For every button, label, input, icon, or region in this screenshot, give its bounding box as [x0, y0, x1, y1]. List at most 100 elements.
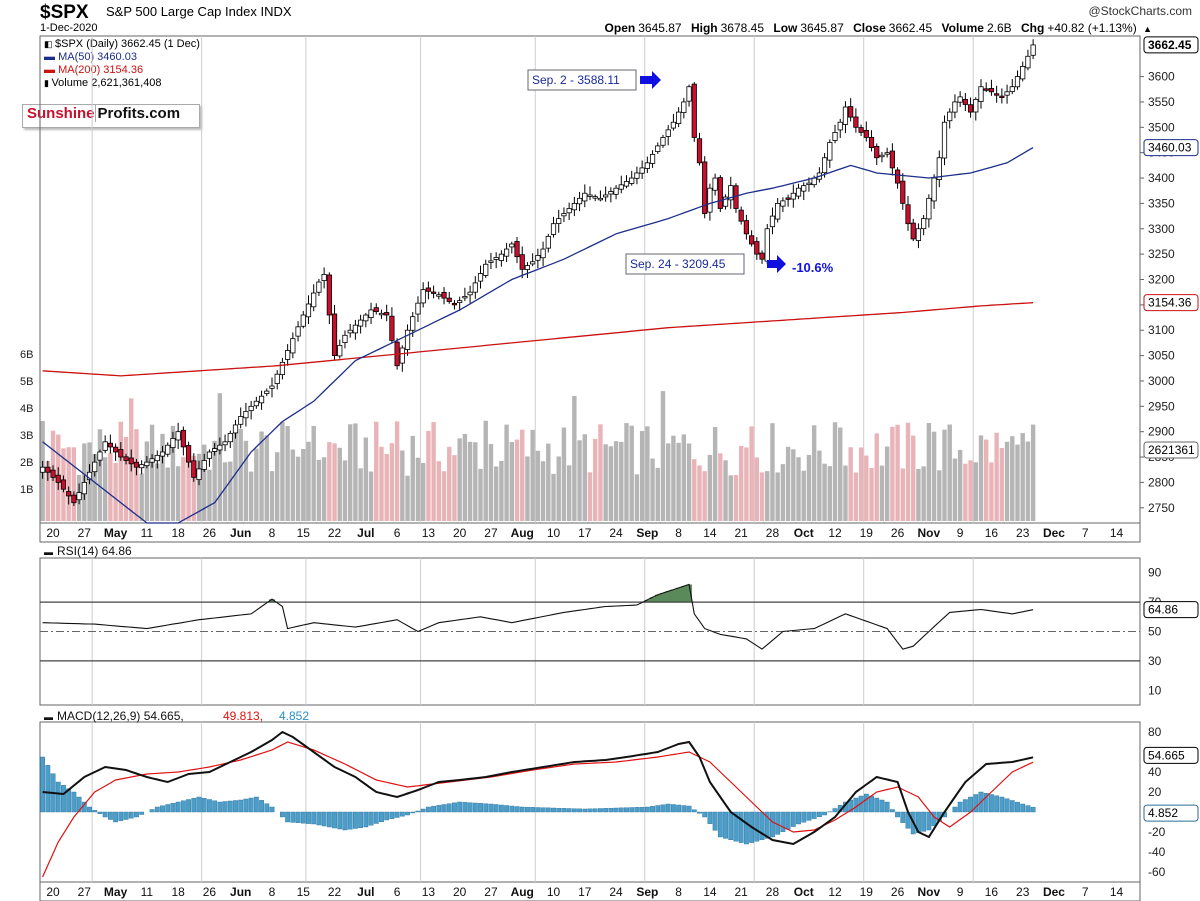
volume-bar — [1004, 441, 1010, 521]
candle — [227, 432, 233, 443]
ma200-tag-box — [1143, 294, 1199, 312]
date-tick-label: 13 — [422, 526, 436, 540]
candle — [848, 106, 854, 118]
candle — [279, 361, 286, 376]
candle — [50, 469, 56, 478]
macd-hist-bar — [1025, 805, 1031, 813]
volume-bar — [254, 448, 259, 521]
close-label: Close — [853, 21, 886, 35]
close-tag-box — [1143, 36, 1199, 54]
rsi-tag-text: 64.86 — [1148, 603, 1178, 617]
macd-hist-bar — [822, 811, 827, 816]
date-tick-label: Dec — [1043, 526, 1065, 540]
volume-bar — [478, 468, 483, 521]
macd-hist-bar — [290, 811, 296, 823]
volume-axis-label: 3B — [20, 430, 33, 442]
volume-bar — [431, 422, 436, 521]
candle — [457, 300, 463, 304]
macd-hist-bar — [118, 811, 124, 821]
volume-bar — [207, 469, 212, 521]
volume-bar — [499, 461, 504, 521]
volume-bar — [634, 474, 640, 521]
volume-bar — [879, 465, 885, 521]
date-tick-label: 6 — [394, 885, 401, 899]
macd-hist-bar — [446, 803, 452, 813]
date-tick-label: Jun — [230, 885, 251, 899]
macd-hist-bar — [592, 808, 598, 813]
macd-hist-bar — [405, 811, 410, 816]
macd-hist-bar — [921, 811, 927, 832]
macd-signal-line — [42, 741, 1034, 878]
volume-bar — [170, 425, 176, 521]
ma200-swatch-icon: ▬ — [44, 64, 59, 76]
ma50-swatch-icon: ▬ — [44, 51, 59, 63]
macd-tick-label: 20 — [1148, 785, 1162, 799]
candle — [983, 88, 989, 91]
macd-hist-bar — [196, 796, 202, 813]
macd-signal-value: 49.813, — [223, 709, 263, 723]
macd-hist-bar — [123, 811, 129, 820]
annotation-sep24-box — [625, 253, 745, 275]
macd-hist-bar — [436, 805, 442, 813]
candle — [295, 326, 301, 337]
volume-bar — [353, 423, 358, 521]
price-tick-label: 3500 — [1148, 120, 1175, 134]
macd-hist-bar — [389, 811, 395, 819]
candle — [967, 104, 974, 113]
volume-bar — [467, 441, 473, 521]
volume-bar — [222, 462, 228, 521]
candle — [102, 441, 108, 451]
volume-bar — [379, 446, 384, 521]
candle — [717, 177, 723, 209]
candle — [321, 274, 327, 281]
macd-hist-bar — [994, 795, 1000, 813]
rsi-title: RSI(14) 64.86 — [57, 544, 132, 558]
volume-bar — [582, 434, 587, 521]
legend-ma50-text: MA(50) 3460.03 — [58, 51, 137, 63]
macd-hist-bar — [134, 811, 139, 818]
candle — [60, 479, 67, 490]
macd-hist-bar — [811, 811, 817, 819]
candle — [801, 185, 807, 192]
volume-bar — [306, 441, 311, 521]
macd-hist-bar — [160, 805, 165, 813]
macd-hist-bar — [1020, 803, 1026, 813]
volume-bar — [71, 447, 77, 521]
candle — [326, 274, 332, 316]
volume-bar — [811, 425, 817, 521]
volume-bar — [931, 431, 937, 521]
macd-hist-bar — [248, 797, 254, 813]
candle — [503, 248, 510, 257]
candle — [582, 192, 588, 202]
volume-bar — [556, 456, 561, 521]
macd-hist-bar — [571, 808, 577, 813]
macd-hist-bar — [577, 808, 582, 813]
date-tick-label: 14 — [1110, 885, 1124, 899]
candle — [988, 88, 995, 93]
candle — [550, 223, 557, 235]
chg-value: +40.82 (+1.13%) — [1047, 21, 1137, 35]
candle — [149, 458, 155, 463]
candle — [222, 441, 228, 446]
volume-bar — [337, 447, 342, 521]
macd-hist-bar — [723, 811, 728, 839]
volume-bar — [692, 459, 697, 521]
candle — [290, 338, 296, 354]
date-tick-label: 6 — [394, 526, 401, 540]
volume-bar — [97, 429, 103, 521]
macd-hist-bar — [999, 796, 1005, 813]
date-tick-label: 22 — [328, 885, 342, 899]
ma200-line — [42, 302, 1034, 377]
high-value: 3678.45 — [720, 21, 765, 35]
volume-bar — [963, 463, 968, 521]
volume-bar — [806, 454, 812, 521]
candle — [368, 309, 374, 318]
macd-hist-bar — [1030, 806, 1036, 813]
rsi-line — [42, 583, 1034, 650]
date-tick-label: 13 — [422, 885, 436, 899]
candle — [232, 424, 239, 434]
volume-bar — [483, 420, 488, 521]
open-label: Open — [604, 21, 636, 35]
ma50-tag-box — [1143, 139, 1199, 157]
candle — [910, 222, 916, 240]
